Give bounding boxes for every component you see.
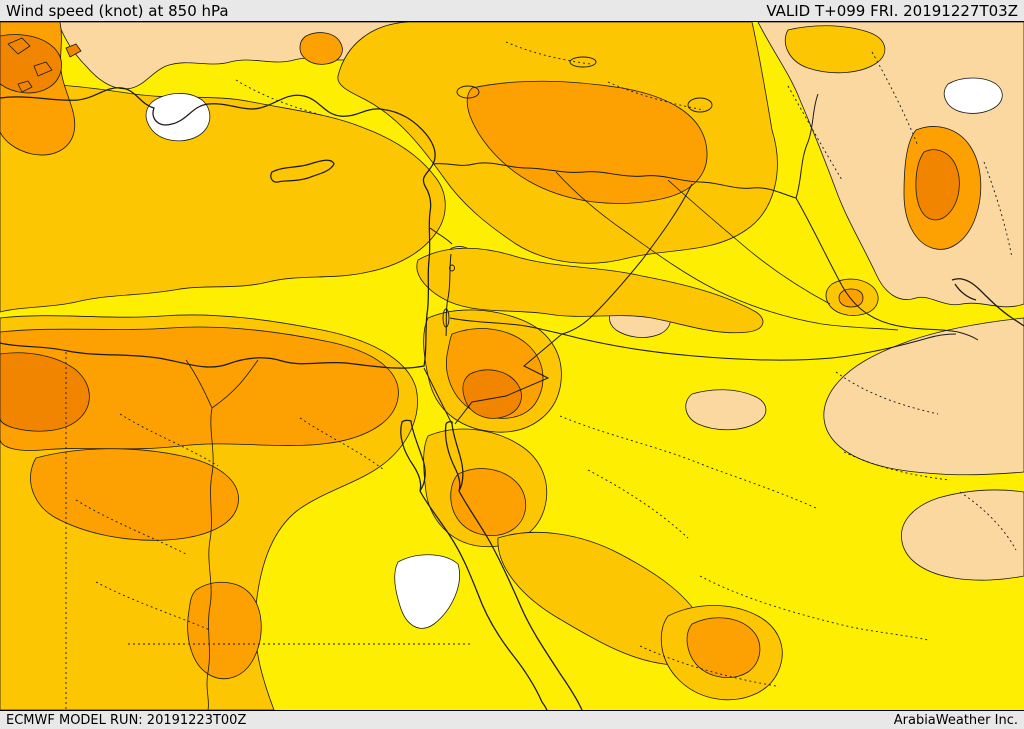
red-sea-west-shore [419,490,548,710]
dotted-contour [983,161,1013,259]
persian-gulf-bay [954,283,977,301]
dotted-contour [871,51,919,147]
egypt-israel-border [423,367,453,425]
model-run-label: ECMWF MODEL RUN: 20191223T00Z [6,712,247,728]
aegean-island [17,80,33,93]
gulf-of-aqaba-coast [444,420,464,492]
tigris-river [667,179,831,305]
syria-iraq-border [561,183,693,335]
contour-region [145,93,211,142]
euphrates-river [555,171,899,331]
wind-fill-calm-white [145,77,1003,629]
dotted-contour [639,645,777,687]
dotted-contour [75,499,187,555]
sea-of-galilee [449,264,455,272]
contour-region [462,369,522,419]
contour-region [187,581,262,680]
credit-label: ArabiaWeather Inc. [893,712,1018,728]
nile-river [206,407,214,710]
contour-region [0,352,90,432]
lake-north [569,56,597,68]
wind-map-svg [0,22,1024,710]
dotted-contour [835,371,939,415]
iran-iraq-border [795,197,979,341]
contour-region [686,617,761,678]
dotted-contour [95,581,211,631]
dotted-contour [607,81,705,111]
dotted-contour [843,451,951,481]
jordan-saudi-border [454,333,563,425]
valid-time-label: VALID T+099 FRI. 20191227T03Z [766,1,1018,20]
contour-region [943,77,1003,114]
dotted-lines [65,41,1017,710]
aegean-island [7,37,31,55]
turkey-iran-border [795,93,819,199]
coastlines [0,87,1024,710]
country-borders [423,93,979,425]
contour-region [685,389,767,431]
header-bar: Wind speed (knot) at 850 hPa VALID T+099… [0,0,1024,22]
iraq-saudi-border [561,333,957,361]
lake-tuz [456,85,480,99]
aegean-island [33,61,53,77]
contour-region [299,32,343,65]
cyprus-island [270,159,335,183]
contour-region [0,326,399,451]
lake-van [687,97,713,113]
contour-region [450,468,526,536]
contour-region [466,80,708,204]
rivers [185,171,899,710]
map-title: Wind speed (knot) at 850 hPa [6,1,229,20]
dotted-contour [299,417,385,471]
dotted-contour [119,413,219,467]
syria-jordan-border [449,317,563,335]
turkey-syria-border [432,162,797,199]
dotted-contour [699,575,929,641]
contour-region [915,149,960,221]
nile-delta-branch [211,359,259,409]
israel-jordan-border [445,253,452,337]
persian-gulf-coast [951,278,1024,327]
contour-region [900,489,1024,581]
contour-region [394,554,460,629]
wind-fill-deep-orange-cores [0,34,960,432]
gulf-of-suez-coast [400,419,426,492]
lebanon-syria-border [429,227,453,245]
contour-region [30,448,239,541]
dotted-contour [787,85,843,181]
mediterranean-levant-coast [0,87,436,369]
red-sea-east-shore [458,490,583,710]
contour-region [823,317,1024,476]
nile-delta-branch [185,359,213,409]
dotted-contour [235,79,319,115]
footer-bar: ECMWF MODEL RUN: 20191223T00Z ArabiaWeat… [0,710,1024,729]
contour-region [416,247,764,334]
aegean-island [65,43,82,58]
